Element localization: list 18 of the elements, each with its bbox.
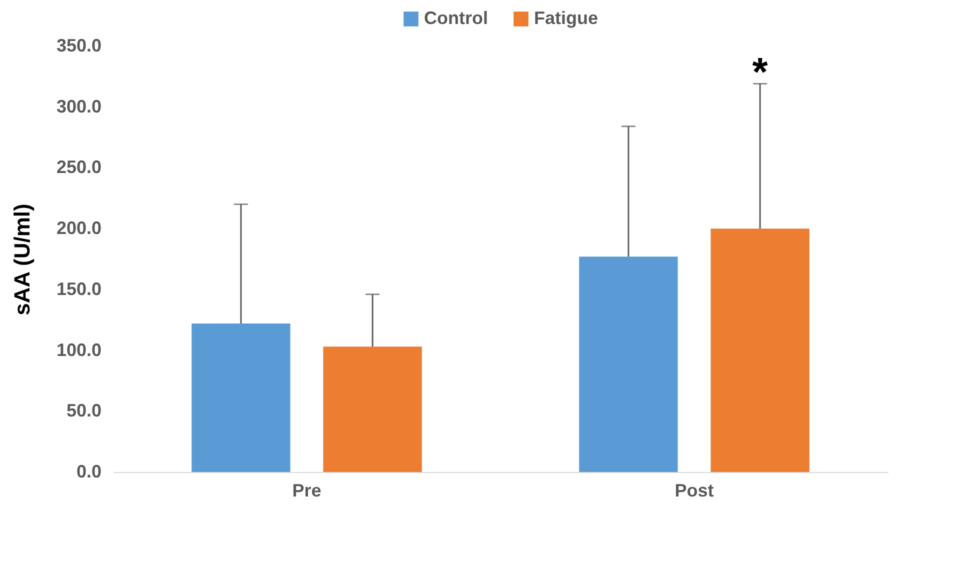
y-tick-label: 250.0 [56,157,102,178]
y-tick-label: 350.0 [56,36,102,56]
legend-label: Fatigue [534,8,598,28]
y-tick-label: 300.0 [56,96,102,116]
y-tick-label: 200.0 [56,218,102,238]
legend-label: Control [424,8,488,28]
y-tick-label: 0.0 [76,462,102,482]
annotation: * [752,50,768,95]
y-tick-label: 50.0 [66,400,102,421]
y-tick-label: 150.0 [56,278,102,299]
x-tick-label: Pre [292,480,322,500]
y-tick-label: 100.0 [56,340,102,360]
bar [579,256,678,472]
y-axis-title: sAA (U/ml) [9,204,34,316]
bar [323,346,422,472]
x-tick-label: Post [674,480,714,500]
bar [192,324,290,472]
bar [710,228,810,472]
